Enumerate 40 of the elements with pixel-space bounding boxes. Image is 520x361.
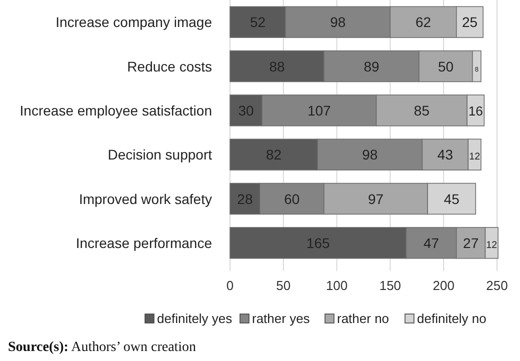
y-tick-label: Improved work safety [78,190,212,207]
y-tick-label: Decision support [108,146,212,163]
legend-label: rather yes [252,311,310,326]
legend-label: definitely no [417,311,486,326]
data-label: 60 [284,190,300,207]
data-label: 45 [444,190,460,207]
data-label: 12 [486,240,498,251]
data-label: 47 [424,234,440,251]
y-tick-label: Increase company image [56,14,212,30]
x-tick-label: 50 [276,278,291,293]
data-label: 85 [414,102,430,118]
data-label: 165 [306,234,330,251]
y-tick-label: Increase employee satisfaction [20,102,212,118]
data-label: 43 [437,146,454,163]
x-tick-label: 0 [226,278,234,293]
data-label: 16 [468,103,483,118]
data-label: 88 [269,58,285,74]
data-label: 50 [438,58,454,74]
legend-label: rather no [337,311,390,326]
data-label: 12 [469,152,480,163]
data-label: 28 [237,190,253,207]
x-tick-label: 150 [379,278,402,293]
x-tick-label: 200 [432,278,454,293]
x-tick-label: 250 [486,278,508,293]
data-label: 107 [308,102,332,118]
data-label: 98 [362,146,378,163]
data-label: 82 [266,146,282,163]
source-note: Source(s): Authors’ own creation [8,340,196,355]
data-label: 52 [250,14,266,30]
data-label: 62 [416,14,432,30]
data-label: 25 [462,14,478,30]
data-label: 89 [364,58,380,74]
x-tick-label: 100 [326,278,348,293]
data-label: 98 [330,14,346,30]
y-tick-label: Reduce costs [127,58,212,74]
legend-label: definitely yes [157,311,233,326]
data-label: 30 [238,102,254,118]
data-label: 97 [368,190,384,207]
data-label: 27 [463,234,479,251]
y-tick-label: Increase performance [76,234,212,251]
